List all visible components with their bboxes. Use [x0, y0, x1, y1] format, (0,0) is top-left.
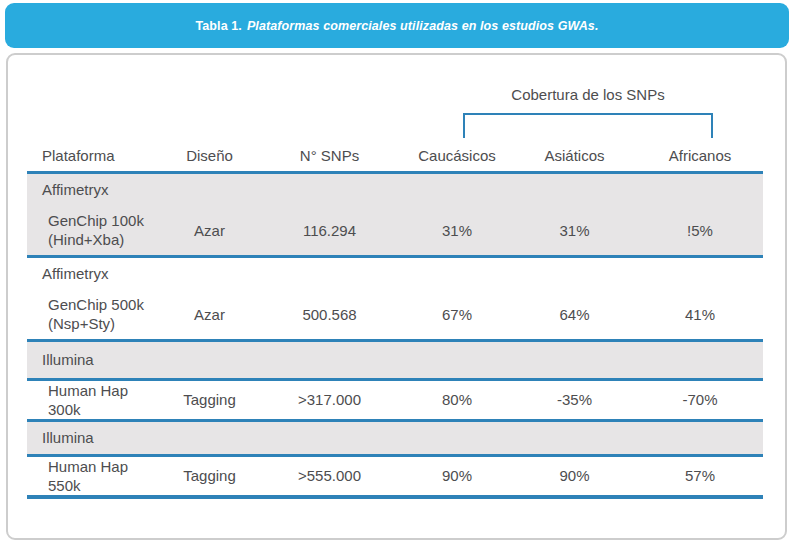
cell-platform: Human Hap 550k: [27, 455, 162, 497]
vendor-cell: Illumina: [27, 340, 763, 379]
column-header-asiaticos: Asiáticos: [512, 145, 637, 172]
cell-platform: Human Hap 300k: [27, 379, 162, 420]
platform-name-line1: Human Hap 300k: [48, 381, 162, 419]
cell-design: Tagging: [162, 455, 257, 497]
column-header-africanos: Africanos: [637, 145, 763, 172]
vendor-cell: Affimetryx: [27, 172, 763, 206]
vendor-row-illumina-300k: Illumina: [27, 340, 763, 379]
cell-n-snps: 500.568: [257, 290, 402, 340]
vendor-cell: Affimetryx: [27, 256, 763, 290]
cell-africanos: 57%: [637, 455, 763, 497]
platforms-table: Plataforma Diseño N° SNPs Caucásicos Asi…: [27, 145, 763, 499]
column-header-caucasicos: Caucásicos: [402, 145, 512, 172]
column-header-diseno: Diseño: [162, 145, 257, 172]
vendor-row-illumina-550k: Illumina: [27, 420, 763, 455]
table-title-prefix: Tabla 1.: [196, 19, 242, 33]
cell-africanos: 41%: [637, 290, 763, 340]
cell-design: Azar: [162, 206, 257, 256]
table-title-bar: Tabla 1. Plataformas comerciales utiliza…: [5, 3, 789, 48]
column-header-n-snps: N° SNPs: [257, 145, 402, 172]
cell-africanos: !5%: [637, 206, 763, 256]
platform-name-line1: GenChip 100k: [48, 211, 162, 230]
cell-design: Tagging: [162, 379, 257, 420]
header-row: Plataforma Diseño N° SNPs Caucásicos Asi…: [27, 145, 763, 172]
cell-asiaticos: 90%: [512, 455, 637, 497]
cell-africanos: -70%: [637, 379, 763, 420]
platform-name-line2: (Nsp+Sty): [48, 314, 162, 333]
platform-name-line2: (Hind+Xba): [48, 230, 162, 249]
cell-asiaticos: 31%: [512, 206, 637, 256]
cell-platform: GenChip 500k (Nsp+Sty): [27, 290, 162, 340]
column-header-plataforma: Plataforma: [27, 145, 162, 172]
cell-caucasicos: 80%: [402, 379, 512, 420]
platform-name-line1: Human Hap 550k: [48, 457, 162, 495]
table-card: Cobertura de los SNPs Plataforma Diseño …: [6, 53, 787, 540]
vendor-row-affimetryx-500k: Affimetryx: [27, 256, 763, 290]
cell-n-snps: 116.294: [257, 206, 402, 256]
vendor-row-affimetryx-100k: Affimetryx: [27, 172, 763, 206]
cell-design: Azar: [162, 290, 257, 340]
snp-coverage-group-label: Cobertura de los SNPs: [463, 86, 713, 103]
cell-caucasicos: 31%: [402, 206, 512, 256]
platform-data-row-humanhap-550k: Human Hap 550k Tagging >555.000 90% 90% …: [27, 455, 763, 497]
cell-caucasicos: 67%: [402, 290, 512, 340]
cell-asiaticos: 64%: [512, 290, 637, 340]
cell-platform: GenChip 100k (Hind+Xba): [27, 206, 162, 256]
snp-coverage-bracket: [463, 113, 713, 138]
platform-data-row-humanhap-300k: Human Hap 300k Tagging >317.000 80% -35%…: [27, 379, 763, 420]
cell-caucasicos: 90%: [402, 455, 512, 497]
platform-data-row-genchip-500k: GenChip 500k (Nsp+Sty) Azar 500.568 67% …: [27, 290, 763, 340]
vendor-cell: Illumina: [27, 420, 763, 455]
cell-n-snps: >317.000: [257, 379, 402, 420]
cell-n-snps: >555.000: [257, 455, 402, 497]
page: { "title": { "prefix": "Tabla 1.", "text…: [0, 0, 795, 547]
platform-name-line1: GenChip 500k: [48, 295, 162, 314]
table-title-text: Plataformas comerciales utilizadas en lo…: [247, 19, 599, 33]
cell-asiaticos: -35%: [512, 379, 637, 420]
platform-data-row-genchip-100k: GenChip 100k (Hind+Xba) Azar 116.294 31%…: [27, 206, 763, 256]
